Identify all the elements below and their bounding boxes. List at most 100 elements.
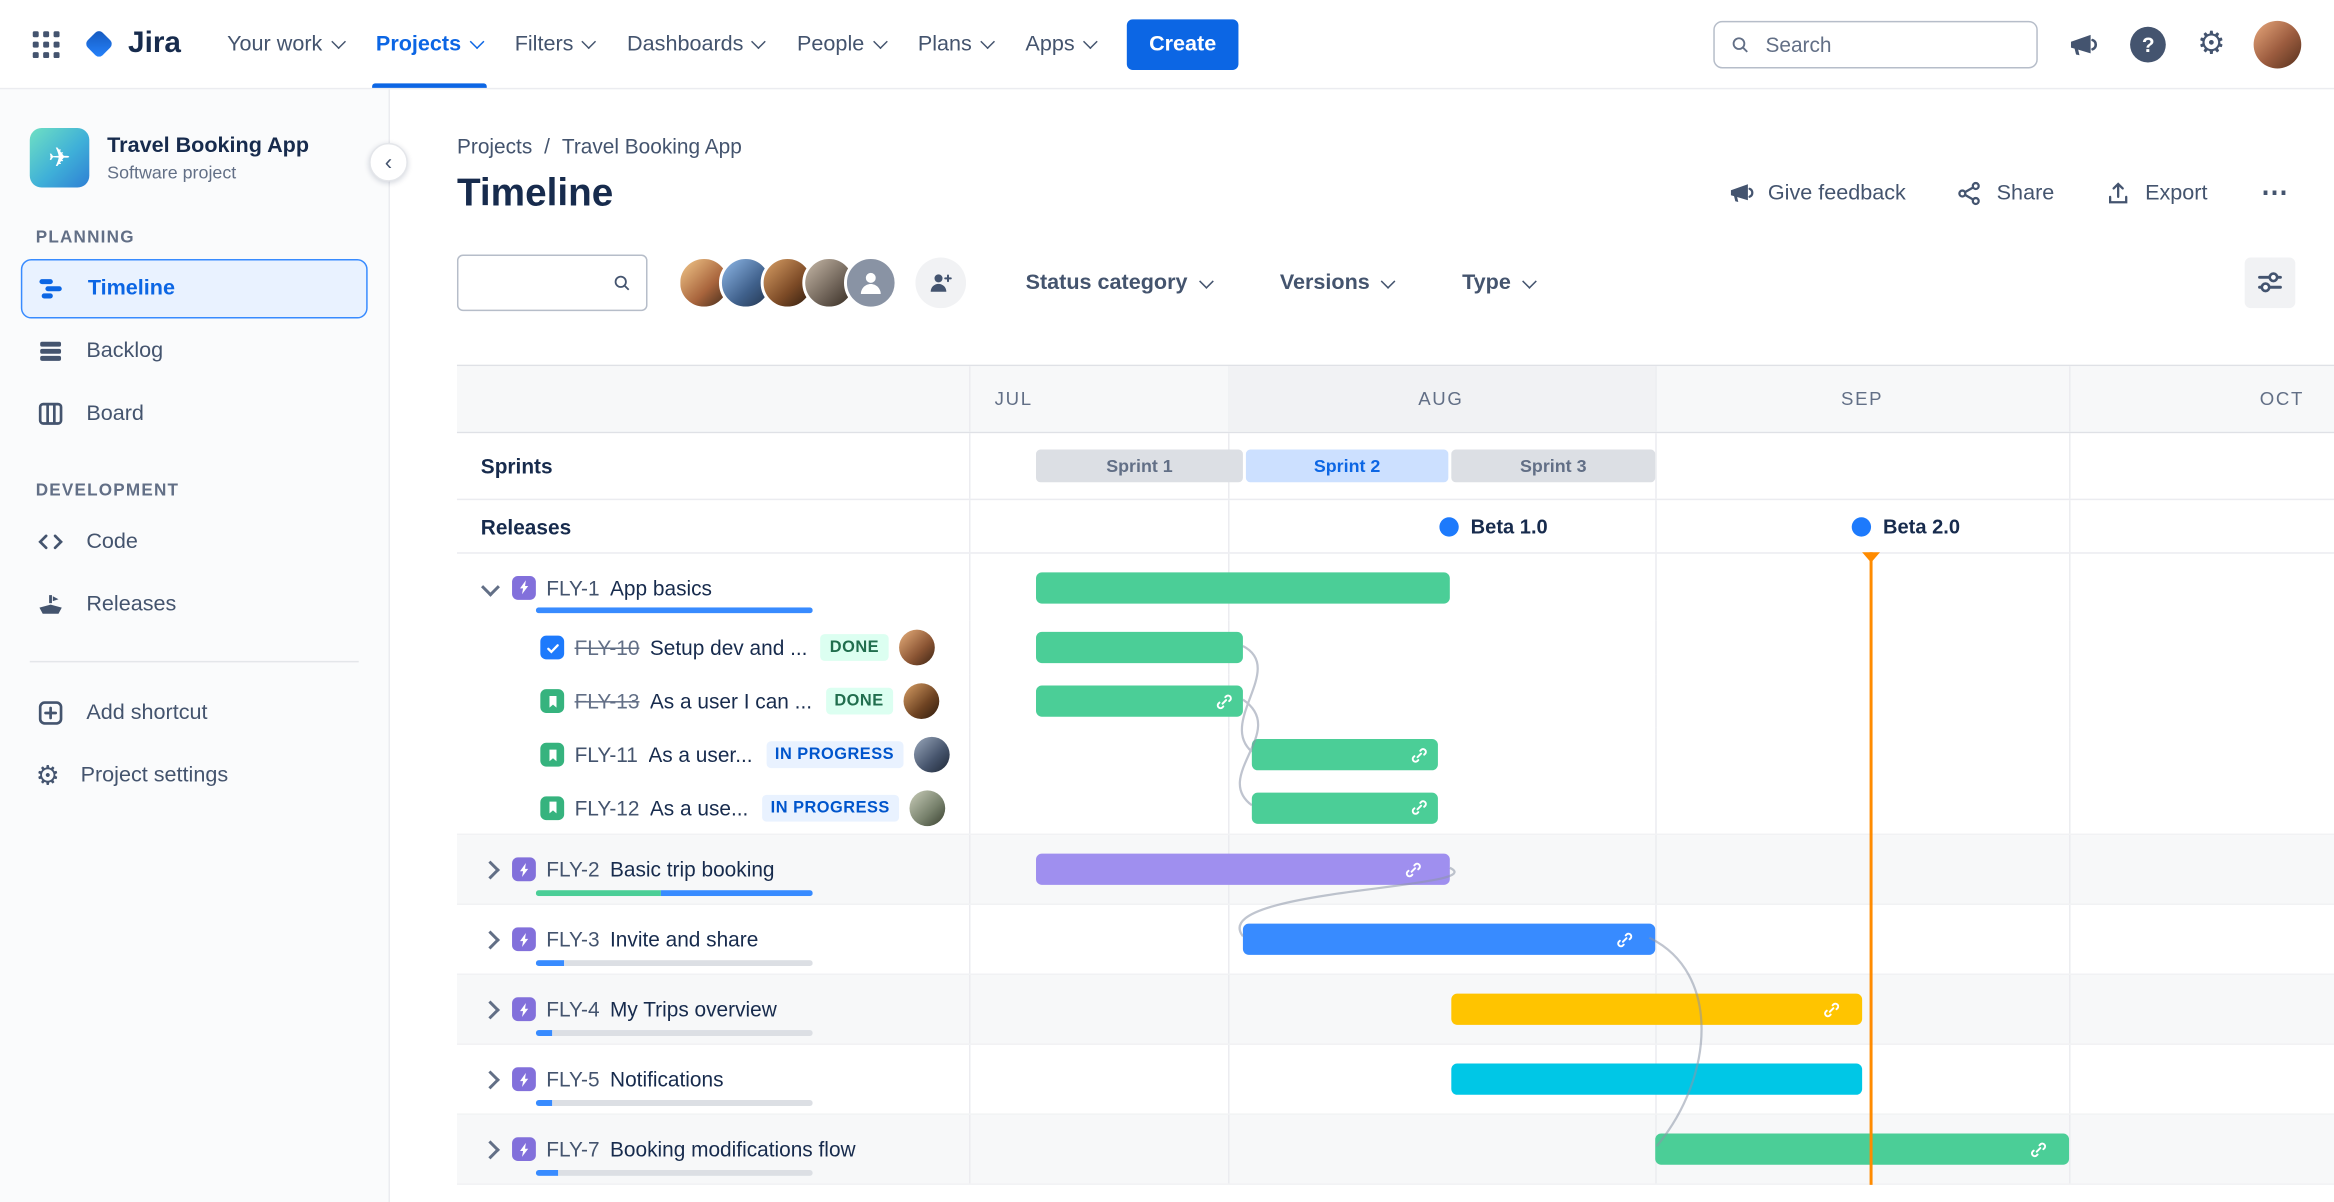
sidebar-item-code[interactable]: Code [21,512,368,572]
timeline-bar[interactable] [1036,853,1450,885]
timeline-row-fly-3[interactable]: FLY-3 Invite and share [456,905,2334,975]
nav-filters[interactable]: Filters [498,0,610,88]
export-button[interactable]: Export [2099,170,2213,215]
add-person-icon [930,274,952,292]
breadcrumb-projects[interactable]: Projects [456,133,533,158]
timeline-bar[interactable] [1036,631,1243,664]
link-icon [1410,798,1429,817]
expand-chevron-icon[interactable] [475,1069,505,1089]
timeline-search [456,254,648,312]
release-marker[interactable]: Beta 2.0 [1851,515,1960,537]
user-avatar[interactable] [2253,20,2302,68]
issue-key: FLY-5 [546,1067,600,1092]
breadcrumb-current[interactable]: Travel Booking App [561,133,742,158]
view-settings-button[interactable] [2244,257,2296,309]
versions-filter[interactable]: Versions [1271,269,1403,296]
timeline-row-fly-1[interactable]: FLY-1 App basics [457,553,2334,621]
issue-summary: Booking modifications flow [610,1137,856,1162]
today-marker-triangle [1862,552,1881,563]
sidebar-item-project-settings[interactable]: ⚙ Project settings [35,760,229,791]
issue-key: FLY-12 [574,795,640,820]
sidebar-item-backlog[interactable]: Backlog [21,322,368,382]
search-icon [1732,36,1749,52]
assignee-avatar[interactable] [902,683,939,719]
expand-chevron-icon[interactable] [475,999,505,1019]
nav-your-work[interactable]: Your work [211,0,360,88]
timeline-row-fly-13[interactable]: FLY-13 As a user I can ... DONE [457,674,2334,728]
announcements-button[interactable] [2063,25,2102,64]
expand-chevron-icon[interactable] [475,929,505,949]
issue-summary: Setup dev and ... [649,635,808,660]
release-marker[interactable]: Beta 1.0 [1439,515,1548,537]
add-people-button[interactable] [915,257,967,309]
sprint-1-pill[interactable]: Sprint 1 [1036,449,1243,483]
collapse-chevron-icon[interactable] [475,577,505,597]
timeline-search-input[interactable] [473,269,612,297]
project-name: Travel Booking App [107,133,310,158]
settings-button[interactable]: ⚙ [2194,25,2228,62]
sprint-3-pill[interactable]: Sprint 3 [1451,449,1656,483]
timeline-row-fly-10[interactable]: FLY-10 Setup dev and ... DONE [457,620,2334,675]
epic-progress-bar [535,1100,813,1106]
nav-projects[interactable]: Projects [360,0,499,88]
assignee-avatar[interactable] [913,736,950,773]
jira-wordmark: Jira [128,26,181,60]
project-sidebar: ✈ Travel Booking App Software project ‹ … [0,89,408,1202]
sidebar-item-add-shortcut[interactable]: Add shortcut [21,683,368,743]
jira-logo[interactable]: Jira [80,25,181,62]
timeline-row-fly-4[interactable]: FLY-4 My Trips overview [456,974,2334,1045]
issue-key: FLY-1 [546,575,600,600]
timeline-row-fly-5[interactable]: FLY-5 Notifications [456,1044,2334,1115]
expand-chevron-icon[interactable] [475,859,505,879]
more-actions-button[interactable]: ⋯ [2252,176,2300,210]
sidebar-item-board[interactable]: Board [21,384,368,444]
timeline-row-fly-11[interactable]: FLY-11 As a user... IN PROGRESS [457,727,2334,782]
timeline-bar[interactable] [1451,1063,1863,1095]
nav-plans[interactable]: Plans [901,0,1009,88]
status-category-filter[interactable]: Status category [1017,269,1221,296]
epic-progress-bar [535,607,813,614]
chevron-down-icon [1198,273,1214,289]
timeline-row-fly-7[interactable]: FLY-7 Booking modifications flow [456,1114,2334,1185]
link-icon [1215,691,1234,710]
sidebar-item-releases[interactable]: Releases [21,575,368,635]
app-switcher-icon[interactable] [32,30,60,58]
link-icon [1404,860,1423,879]
assignee-avatar[interactable] [898,629,935,666]
nav-people[interactable]: People [781,0,902,88]
timeline-bar[interactable] [1451,993,1863,1025]
timeline-row-fly-12[interactable]: FLY-12 As a use... IN PROGRESS [456,781,2334,836]
give-feedback-button[interactable]: Give feedback [1720,170,1912,216]
nav-apps[interactable]: Apps [1009,0,1112,88]
nav-dashboards[interactable]: Dashboards [611,0,781,88]
sidebar-item-timeline[interactable]: Timeline [20,259,368,319]
timeline-row-fly-2[interactable]: FLY-2 Basic trip booking [456,835,2334,906]
global-search-input[interactable] [1762,30,2022,58]
assignee-avatar-generic[interactable] [843,256,898,310]
timeline-bar[interactable] [1036,685,1243,717]
timeline-bar[interactable] [1242,923,1656,955]
timeline-bar[interactable] [1036,571,1450,603]
expand-chevron-icon[interactable] [475,1139,505,1159]
create-button[interactable]: Create [1126,18,1239,70]
timeline-bar[interactable] [1655,1133,2070,1165]
issue-summary: As a user I can ... [649,689,813,714]
status-badge: IN PROGRESS [761,794,899,821]
help-button[interactable]: ? [2127,23,2169,65]
type-filter[interactable]: Type [1453,269,1543,296]
global-search [1713,20,2039,68]
timeline-bar[interactable] [1251,791,1438,824]
issue-key: FLY-7 [546,1137,600,1162]
sprint-2-pill[interactable]: Sprint 2 [1245,449,1449,483]
status-badge: IN PROGRESS [765,741,903,769]
link-icon [2029,1139,2048,1158]
timeline-bar[interactable] [1251,739,1438,771]
share-button[interactable]: Share [1951,170,2061,215]
assignee-avatar[interactable] [909,789,945,826]
chevron-down-icon [980,34,995,50]
plus-square-icon [38,701,63,725]
epic-icon [512,857,536,882]
board-icon [38,402,63,425]
ship-icon [39,595,62,614]
sidebar-collapse-button[interactable]: ‹ [369,142,408,182]
